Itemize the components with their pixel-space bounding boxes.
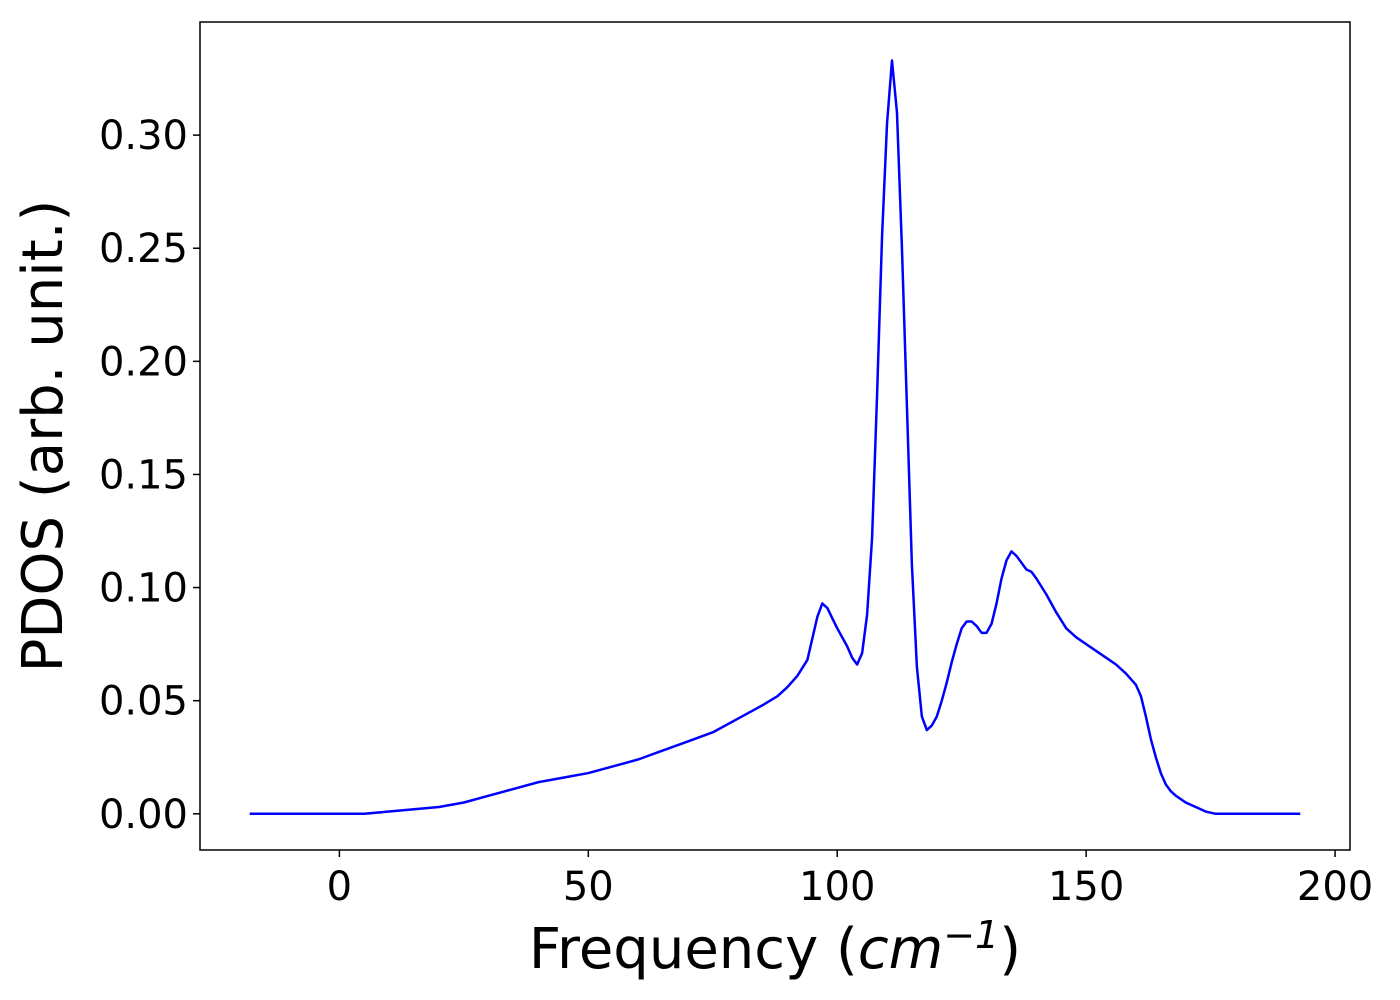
y-tick-label: 0.05	[99, 679, 188, 725]
x-axis-ticks: 0 50 100 150 200	[327, 850, 1373, 910]
y-tick-label: 0.20	[99, 339, 188, 385]
y-tick-label: 0.00	[99, 792, 188, 838]
x-tick-label: 0	[327, 864, 352, 910]
x-tick-label: 200	[1297, 864, 1373, 910]
y-axis-label: PDOS (arb. unit.)	[11, 200, 76, 673]
x-tick-label: 100	[799, 864, 875, 910]
pdos-series-line	[249, 59, 1301, 816]
x-tick-label: 150	[1048, 864, 1124, 910]
x-axis-label: Frequency (cm−1)	[529, 913, 1021, 982]
y-tick-label: 0.30	[99, 113, 188, 159]
y-axis-ticks: 0.00 0.05 0.10 0.15 0.20 0.25 0.30	[99, 113, 200, 838]
series-layer	[249, 59, 1301, 816]
y-tick-label: 0.10	[99, 566, 188, 612]
y-tick-label: 0.15	[99, 452, 188, 498]
plot-background	[200, 22, 1350, 850]
y-tick-label: 0.25	[99, 226, 188, 272]
plot-frame	[199, 21, 1351, 851]
x-tick-label: 50	[563, 864, 614, 910]
